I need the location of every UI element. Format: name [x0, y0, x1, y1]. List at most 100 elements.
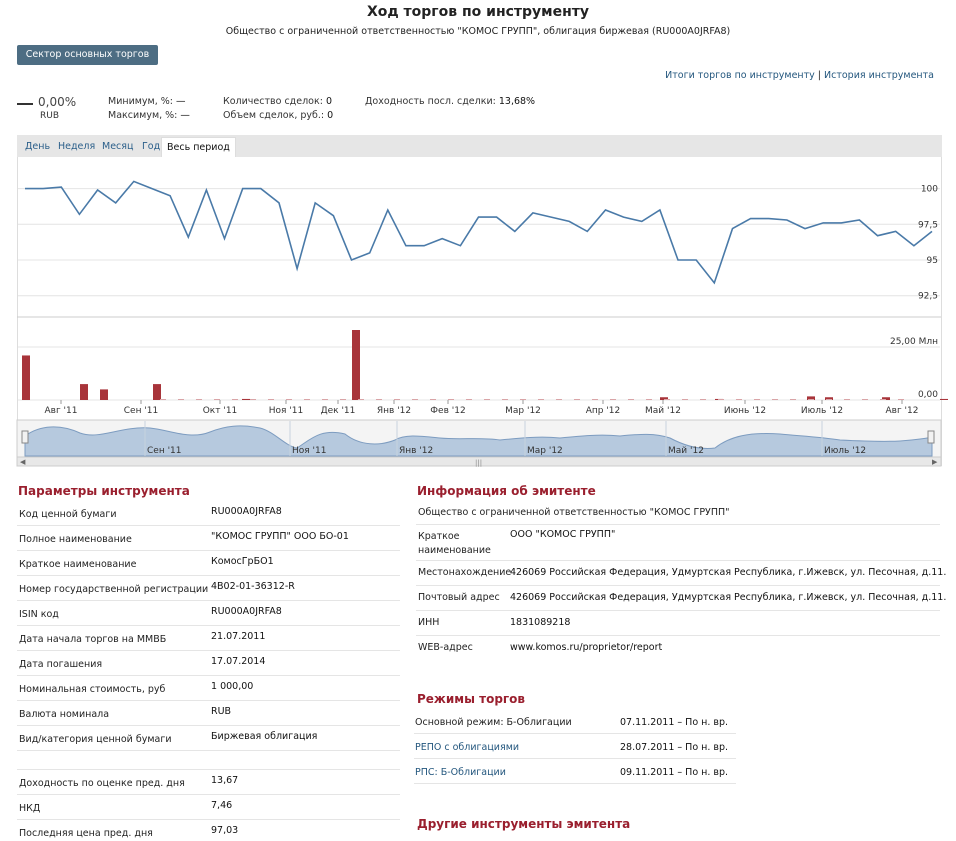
- volume-tick-bar: [880, 399, 886, 400]
- price-y-tick: 95: [927, 256, 938, 266]
- volume-tick-bar: [160, 399, 166, 400]
- param-row: Номер государственной регистрации 4B02-01…: [17, 576, 400, 601]
- param-key: НКД: [19, 803, 41, 814]
- price-y-tick: 100: [921, 185, 938, 195]
- volume-tick-bar: [862, 399, 868, 400]
- param-row: НКД 7,46: [17, 795, 400, 820]
- results-link[interactable]: Итоги торгов по инструменту: [665, 70, 815, 81]
- volume-y-tick: 25,00 Млн: [890, 337, 938, 347]
- param-row: Полное наименование "КОМОС ГРУПП" ООО БО-…: [17, 526, 400, 551]
- top-links: Итоги торгов по инструменту | История инст…: [665, 70, 934, 81]
- navigator[interactable]: ◀ ▶ |||: [16, 419, 942, 467]
- param-value: RU000A0JRFA8: [211, 606, 282, 617]
- issuer-location-label: Местонахождение: [418, 567, 512, 578]
- deals-label: Количество сделок:: [223, 96, 323, 107]
- period-all[interactable]: Весь период: [161, 137, 236, 157]
- volume-tick-bar: [286, 399, 292, 400]
- x-tick-label: Апр '12: [586, 406, 621, 416]
- modes-title: Режимы торгов: [417, 692, 526, 706]
- svg-text:◀: ◀: [20, 458, 26, 466]
- trade-mode-row: РЕПО с облигациями 28.07.2011 – По н. вр.: [414, 734, 736, 759]
- volume-y-tick: 0,00: [918, 390, 938, 400]
- volume-bar: [940, 398, 948, 400]
- navigator-tick-label: Июль '12: [824, 446, 866, 456]
- period-bar: [17, 135, 942, 157]
- trade-mode-row: Основной режим: Б-Облигации 07.11.2011 – …: [414, 709, 736, 734]
- issuer-title: Информация об эмитенте: [417, 484, 596, 498]
- volume-tick-bar: [592, 399, 598, 400]
- trade-mode-period: 07.11.2011 – По н. вр.: [620, 717, 729, 728]
- param-key: Код ценной бумаги: [19, 509, 117, 520]
- volume-bar: [242, 398, 250, 400]
- param-value: RU000A0JRFA8: [211, 506, 282, 517]
- volume-bar: [22, 355, 30, 400]
- volume-tick-bar: [196, 399, 202, 400]
- volume-tick-bar: [736, 399, 742, 400]
- trade-mode-name[interactable]: РЕПО с облигациями: [415, 742, 520, 753]
- page-subtitle: Общество с ограниченной ответственностью…: [225, 26, 731, 37]
- period-week[interactable]: Неделя: [58, 141, 96, 152]
- issuer-full-name-row: Общество с ограниченной ответственностью…: [416, 502, 940, 525]
- volume-tick-bar: [574, 399, 580, 400]
- trade-mode-name[interactable]: РПС: Б-Облигации: [415, 767, 506, 778]
- period-day[interactable]: День: [25, 141, 51, 152]
- param-row: Номинальная стоимость, руб 1 000,00: [17, 676, 400, 701]
- issuer-web-link[interactable]: www.komos.ru/proprietor/report: [510, 642, 663, 653]
- issuer-short-row: Краткое наименование ООО "КОМОС ГРУПП": [416, 525, 940, 561]
- param-row: Дата погашения 17.07.2014: [17, 651, 400, 676]
- x-tick-label: Сен '11: [124, 406, 159, 416]
- param-row: Последняя цена пред. дня 97,03: [17, 820, 400, 841]
- x-tick-label: Май '12: [645, 406, 681, 416]
- volume-tick-bar: [322, 399, 328, 400]
- issuer-inn-row: ИНН 1831089218: [416, 611, 940, 636]
- price-y-tick: 92,5: [918, 292, 938, 302]
- x-tick-label: Дек '11: [321, 406, 356, 416]
- volume-tick-bar: [700, 399, 706, 400]
- param-key: Дата начала торгов на ММВБ: [19, 634, 167, 645]
- currency-label: RUB: [40, 111, 60, 121]
- param-value: 13,67: [211, 775, 239, 786]
- volume-tick-bar: [448, 399, 454, 400]
- deals-stat: Количество сделок: 0: [223, 96, 332, 107]
- param-value: КомосГрБО1: [211, 556, 274, 567]
- period-month[interactable]: Месяц: [102, 141, 134, 152]
- param-value: 97,03: [211, 825, 239, 836]
- param-key: Номинальная стоимость, руб: [19, 684, 166, 695]
- volume-tick-bar: [250, 399, 256, 400]
- volume-tick-bar: [538, 399, 544, 400]
- param-key: Краткое наименование: [19, 559, 137, 570]
- param-row: ISIN код RU000A0JRFA8: [17, 601, 400, 626]
- volume-tick-bar: [628, 399, 634, 400]
- navigator-area: [24, 425, 933, 457]
- x-tick-label: Авг '12: [886, 406, 919, 416]
- volume-bar: [825, 397, 833, 400]
- volume-tick-bar: [484, 399, 490, 400]
- param-key: Последняя цена пред. дня: [19, 828, 153, 839]
- param-row: Вид/категория ценной бумаги Биржевая обли…: [17, 726, 400, 751]
- volume-bar: [660, 397, 668, 400]
- volume-tick-bar: [214, 399, 220, 400]
- volume-tick-bar: [790, 399, 796, 400]
- issuer-web-row: WEB-адрес www.komos.ru/proprietor/report: [416, 636, 940, 661]
- period-year[interactable]: Год: [142, 141, 161, 152]
- x-tick-label: Фев '12: [430, 406, 465, 416]
- chart-svg: 100 97,5 95 92,5 25,00 Млн 0,00 Авг '11 Сен '…: [16, 180, 948, 467]
- param-value: 21.07.2011: [211, 631, 266, 642]
- issuer-postal-row: Почтовый адрес 426069 Российская Федерац…: [416, 586, 946, 611]
- param-key: Доходность по оценке пред. дня: [19, 778, 185, 789]
- sector-button[interactable]: Сектор основных торгов: [17, 45, 158, 65]
- x-tick-label: Авг '11: [45, 406, 78, 416]
- series-legend-line: [17, 103, 33, 105]
- volume-value: 0: [327, 110, 334, 121]
- x-axis-ticks: Авг '11 Сен '11 Окт '11 Ноя '11 Дек '11 Янв '…: [45, 400, 919, 416]
- trade-mode-name: Основной режим: Б-Облигации: [415, 717, 572, 728]
- history-link[interactable]: История инструмента: [824, 70, 934, 81]
- volume-tick-bar: [340, 399, 346, 400]
- volume-bar: [352, 330, 360, 400]
- yield-stat: Доходность посл. сделки: 13,68%: [365, 96, 535, 107]
- param-key: Полное наименование: [19, 534, 132, 545]
- param-key: Номер государственной регистрации: [19, 584, 209, 595]
- volume-stat: Объем сделок, руб.: 0: [223, 110, 333, 121]
- issuer-postal-value: 426069 Российская Федерация, Удмуртская …: [510, 592, 947, 603]
- issuer-location-row: Местонахождение 426069 Российская Федера…: [416, 561, 946, 586]
